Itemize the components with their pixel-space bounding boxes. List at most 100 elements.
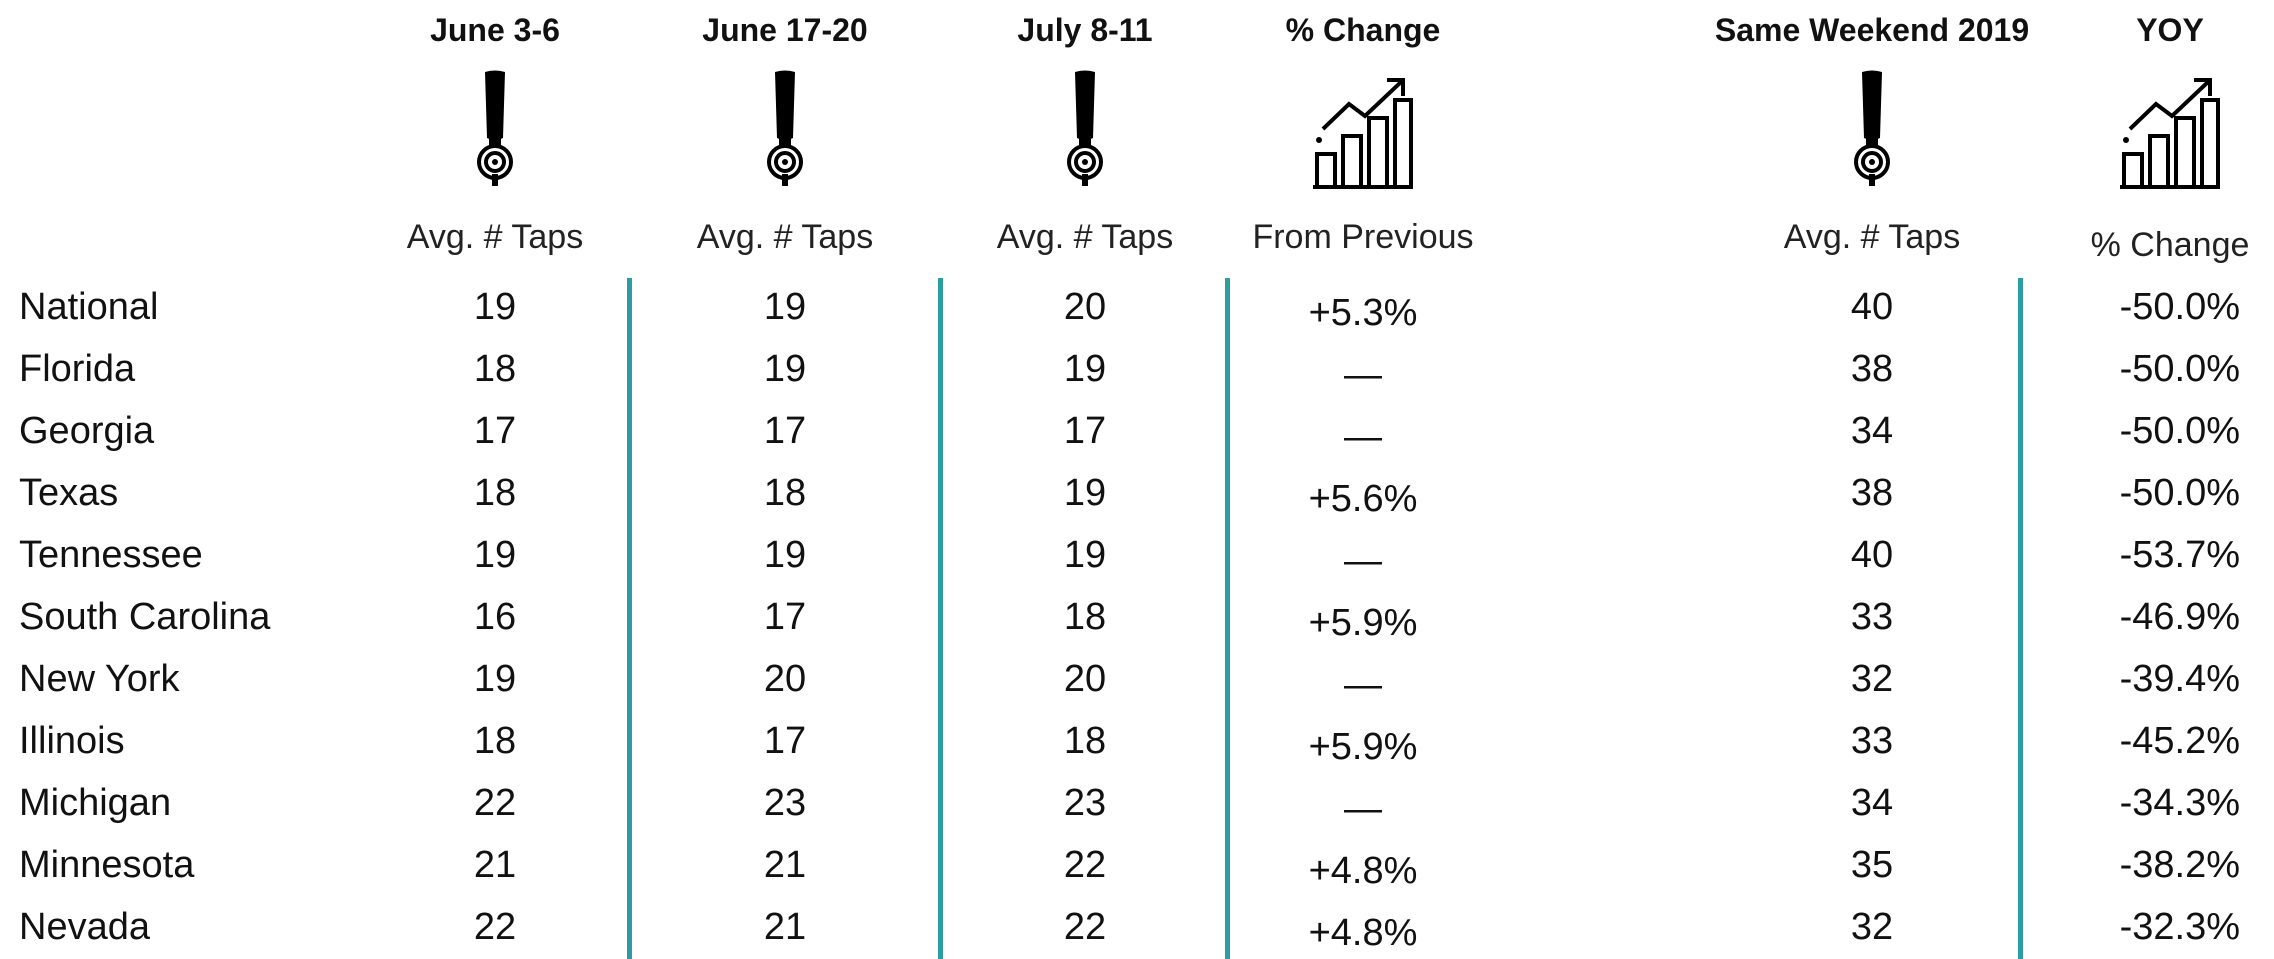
cell: 20 bbox=[1063, 658, 1107, 700]
cell: 21 bbox=[473, 844, 517, 886]
cell: -50.0% bbox=[2119, 348, 2240, 390]
cell: — bbox=[1344, 788, 1382, 830]
column-subtitle: From Previous bbox=[1252, 218, 1474, 256]
cell: 18 bbox=[1063, 720, 1107, 762]
column-title: June 17-20 bbox=[702, 12, 868, 48]
cell: 19 bbox=[473, 534, 517, 576]
column-divider bbox=[938, 278, 943, 959]
cell: 40 bbox=[1850, 534, 1894, 576]
column-title: July 8-11 bbox=[1017, 12, 1153, 48]
cell: 19 bbox=[1063, 348, 1107, 390]
cell: 19 bbox=[473, 658, 517, 700]
cell: 17 bbox=[763, 720, 807, 762]
column-title: YOY bbox=[2136, 12, 2204, 48]
cell: +5.6% bbox=[1308, 478, 1418, 520]
tap-icon bbox=[477, 70, 513, 188]
row-name: Nevada bbox=[19, 906, 150, 948]
column-subtitle: % Change bbox=[2090, 226, 2250, 264]
column-divider bbox=[1225, 278, 1230, 959]
cell: 17 bbox=[763, 596, 807, 638]
cell: 19 bbox=[763, 348, 807, 390]
cell: 20 bbox=[763, 658, 807, 700]
row-name: Illinois bbox=[19, 720, 125, 762]
row-name: Texas bbox=[19, 472, 119, 514]
cell: 23 bbox=[763, 782, 807, 824]
row-name: Florida bbox=[19, 348, 136, 390]
cell: -32.3% bbox=[2119, 906, 2240, 948]
cell: 18 bbox=[473, 472, 517, 514]
cell: 17 bbox=[763, 410, 807, 452]
cell: -50.0% bbox=[2119, 410, 2240, 452]
cell: 33 bbox=[1850, 720, 1894, 762]
cell: +5.3% bbox=[1308, 292, 1418, 334]
cell: -34.3% bbox=[2119, 782, 2240, 824]
cell: — bbox=[1344, 354, 1382, 396]
cell: +5.9% bbox=[1308, 726, 1418, 768]
row-name: Tennessee bbox=[19, 534, 203, 576]
cell: 17 bbox=[1063, 410, 1107, 452]
cell: 21 bbox=[763, 844, 807, 886]
row-name: National bbox=[19, 286, 159, 328]
cell: 17 bbox=[473, 410, 517, 452]
cell: 32 bbox=[1850, 906, 1894, 948]
column-subtitle: Avg. # Taps bbox=[1783, 218, 1961, 256]
cell: -53.7% bbox=[2119, 534, 2240, 576]
cell: 23 bbox=[1063, 782, 1107, 824]
cell: 22 bbox=[1063, 844, 1107, 886]
cell: — bbox=[1344, 416, 1382, 458]
cell: 34 bbox=[1850, 782, 1894, 824]
cell: 16 bbox=[473, 596, 517, 638]
cell: 19 bbox=[763, 286, 807, 328]
cell: 22 bbox=[1063, 906, 1107, 948]
cell: +4.8% bbox=[1308, 912, 1418, 954]
cell: 35 bbox=[1850, 844, 1894, 886]
tap-icon bbox=[1854, 70, 1890, 188]
cell: 33 bbox=[1850, 596, 1894, 638]
cell: 22 bbox=[473, 906, 517, 948]
column-divider bbox=[2018, 278, 2023, 959]
cell: 18 bbox=[1063, 596, 1107, 638]
column-subtitle: Avg. # Taps bbox=[406, 218, 584, 256]
cell: 18 bbox=[473, 720, 517, 762]
cell: -50.0% bbox=[2119, 286, 2240, 328]
tap-icon bbox=[1067, 70, 1103, 188]
column-subtitle: Avg. # Taps bbox=[996, 218, 1174, 256]
cell: 19 bbox=[763, 534, 807, 576]
column-title: % Change bbox=[1285, 12, 1441, 48]
row-name: New York bbox=[19, 658, 180, 700]
column-title: Same Weekend 2019 bbox=[1714, 12, 2030, 48]
cell: -39.4% bbox=[2119, 658, 2240, 700]
cell: 18 bbox=[473, 348, 517, 390]
cell: — bbox=[1344, 664, 1382, 706]
cell: -50.0% bbox=[2119, 472, 2240, 514]
cell: 38 bbox=[1850, 348, 1894, 390]
column-divider bbox=[627, 278, 632, 959]
cell: 22 bbox=[473, 782, 517, 824]
cell: 19 bbox=[473, 286, 517, 328]
cell: 18 bbox=[763, 472, 807, 514]
chart-icon bbox=[2120, 78, 2220, 189]
cell: 34 bbox=[1850, 410, 1894, 452]
cell: 20 bbox=[1063, 286, 1107, 328]
row-name: Michigan bbox=[19, 782, 172, 824]
cell: -45.2% bbox=[2119, 720, 2240, 762]
cell: 19 bbox=[1063, 534, 1107, 576]
cell: 38 bbox=[1850, 472, 1894, 514]
cell: 19 bbox=[1063, 472, 1107, 514]
cell: 21 bbox=[763, 906, 807, 948]
cell: +4.8% bbox=[1308, 850, 1418, 892]
column-title: June 3-6 bbox=[430, 12, 560, 48]
row-name: Minnesota bbox=[19, 844, 195, 886]
cell: -38.2% bbox=[2119, 844, 2240, 886]
cell: — bbox=[1344, 540, 1382, 582]
cell: +5.9% bbox=[1308, 602, 1418, 644]
column-subtitle: Avg. # Taps bbox=[696, 218, 874, 256]
row-name: Georgia bbox=[19, 410, 155, 452]
chart-icon bbox=[1313, 78, 1413, 189]
tap-icon bbox=[767, 70, 803, 188]
cell: 40 bbox=[1850, 286, 1894, 328]
cell: 32 bbox=[1850, 658, 1894, 700]
cell: -46.9% bbox=[2119, 596, 2240, 638]
row-name: South Carolina bbox=[19, 596, 271, 638]
